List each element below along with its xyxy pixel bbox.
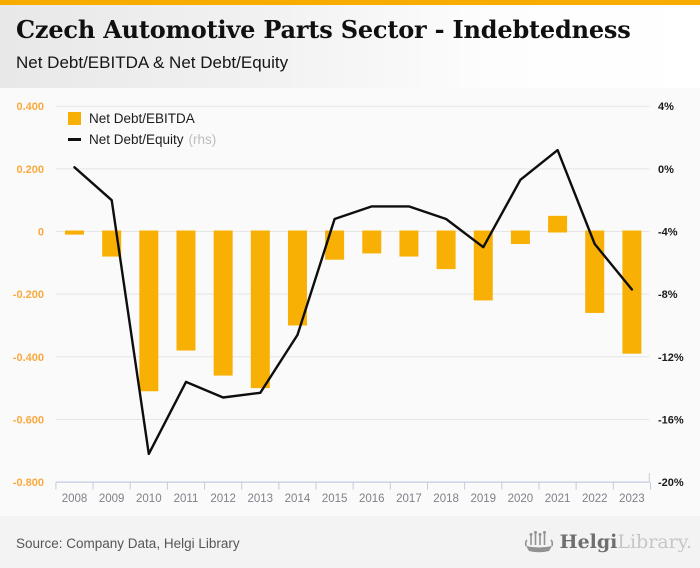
x-axis-label: 2016 — [359, 493, 385, 505]
left-axis-label: 0.200 — [16, 164, 44, 176]
chart-legend: Net Debt/EBITDA Net Debt/Equity (rhs) — [68, 110, 216, 147]
left-axis-label: -0.400 — [13, 352, 44, 364]
bar-2008 — [65, 230, 84, 235]
bar-2020 — [510, 230, 530, 245]
legend-label: Net Debt/Equity — [89, 131, 184, 147]
x-axis-label: 2021 — [545, 493, 571, 505]
bar-2015 — [325, 230, 345, 260]
bar-swatch-icon — [68, 111, 81, 125]
x-axis-label: 2023 — [619, 493, 645, 505]
x-axis-label: 2020 — [508, 493, 534, 505]
bar-2021 — [548, 215, 568, 233]
x-axis-label: 2010 — [136, 493, 162, 505]
line-swatch-icon — [68, 137, 81, 141]
x-axis-label: 2022 — [582, 493, 608, 505]
x-axis-label: 2017 — [396, 493, 422, 505]
x-axis-label: 2012 — [210, 493, 236, 505]
left-axis-label: -0.600 — [13, 414, 44, 426]
left-axis-label: -0.200 — [13, 289, 44, 301]
source-note: Source: Company Data, Helgi Library — [16, 536, 240, 551]
chart-header: Czech Automotive Parts Sector - Indebted… — [0, 5, 700, 88]
bar-2016 — [362, 230, 382, 254]
logo-text-primary: Helgi — [559, 531, 618, 553]
legend-item-net-debt-equity: Net Debt/Equity (rhs) — [68, 131, 216, 147]
accent-topbar — [0, 0, 700, 5]
bar-2019 — [473, 230, 493, 301]
bar-2012 — [213, 230, 233, 376]
left-axis-label: 0 — [38, 227, 44, 239]
left-axis-label: 0.400 — [16, 101, 44, 113]
right-axis-label: -20% — [658, 477, 684, 489]
x-axis-label: 2018 — [433, 493, 459, 505]
right-axis-label: -8% — [658, 289, 678, 301]
right-axis-label: 0% — [658, 164, 674, 176]
page-title: Czech Automotive Parts Sector - Indebted… — [16, 15, 631, 44]
right-axis-label: -16% — [658, 414, 684, 426]
x-axis-label: 2011 — [174, 493, 199, 505]
legend-rhs-note: (rhs) — [188, 131, 217, 147]
bar-2023 — [622, 230, 642, 354]
page-subtitle: Net Debt/EBITDA & Net Debt/Equity — [16, 53, 289, 72]
bar-2011 — [176, 230, 196, 351]
bar-2013 — [250, 230, 270, 389]
right-axis-label: -4% — [658, 227, 678, 239]
right-axis-label: 4% — [658, 101, 674, 113]
bar-2010 — [139, 230, 159, 392]
legend-label: Net Debt/EBITDA — [89, 110, 195, 126]
right-axis-label: -12% — [658, 352, 684, 364]
x-axis-label: 2008 — [62, 493, 88, 505]
bar-2014 — [287, 230, 307, 326]
left-axis-label: -0.800 — [13, 477, 44, 489]
helgi-library-logo: HelgiLibrary. — [523, 528, 692, 556]
x-axis-label: 2014 — [285, 493, 311, 505]
x-axis-label: 2009 — [99, 493, 125, 505]
bar-2017 — [399, 230, 419, 257]
chart-footer: Source: Company Data, Helgi Library — [0, 516, 700, 568]
x-axis-label: 2019 — [470, 493, 496, 505]
helgi-ship-icon — [524, 531, 553, 553]
x-axis-label: 2015 — [322, 493, 348, 505]
x-axis-label: 2013 — [248, 493, 274, 505]
logo-text-secondary: Library. — [617, 531, 692, 553]
bar-2018 — [436, 230, 456, 270]
net-debt-equity-line — [73, 148, 634, 456]
legend-item-net-debt-ebitda: Net Debt/EBITDA — [68, 110, 216, 126]
